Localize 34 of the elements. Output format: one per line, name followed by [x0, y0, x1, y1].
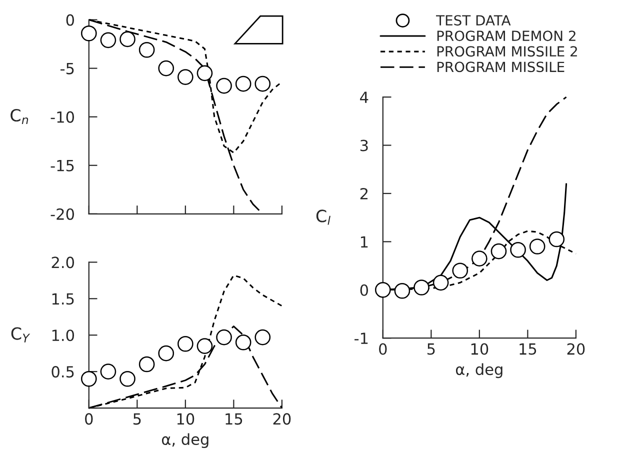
y-tick-label: 3 — [360, 140, 368, 152]
x-tick-label: 10 — [177, 413, 194, 425]
y-tick-label: 1.5 — [52, 293, 74, 305]
y-tick-label: 2 — [360, 188, 368, 200]
y-tick-label: -10 — [50, 111, 74, 123]
y-axis-title: C$_{n}$ — [10, 108, 28, 124]
x-tick-label: 5 — [133, 413, 141, 425]
x-tick-label: 20 — [273, 413, 291, 425]
x-tick-label: 10 — [471, 343, 488, 355]
y-axis-title: C$_{l}$ — [316, 210, 330, 225]
x-tick-label: 20 — [567, 343, 585, 355]
y-tick-label: 1 — [360, 236, 368, 248]
x-tick-label: 0 — [379, 343, 387, 355]
y-tick-label: 1.0 — [52, 330, 74, 342]
y-tick-label: 0 — [360, 284, 368, 296]
y-tick-label: -1 — [354, 332, 368, 344]
y-tick-label: 0 — [66, 14, 74, 26]
y-tick-label: 2.0 — [52, 256, 74, 268]
x-tick-label: 15 — [520, 343, 536, 355]
legend-label: PROGRAM MISSILE — [437, 62, 564, 72]
x-tick-label: 0 — [85, 413, 93, 425]
y-axis-title: C$_{Y}$ — [11, 327, 30, 342]
x-axis-title: α, deg — [162, 433, 208, 448]
legend-label: PROGRAM MISSILE 2 — [437, 46, 577, 57]
x-axis-title: α, deg — [456, 363, 502, 378]
y-tick-label: -20 — [50, 208, 74, 220]
y-tick-label: 0.5 — [52, 366, 74, 378]
y-tick-label: -5 — [60, 62, 74, 74]
legend-label: PROGRAM DEMON 2 — [437, 30, 576, 42]
y-tick-label: -15 — [50, 160, 74, 172]
x-tick-label: 5 — [427, 343, 435, 355]
x-tick-label: 15 — [226, 413, 242, 425]
y-tick-label: 4 — [360, 92, 368, 103]
legend-label: TEST DATA — [436, 15, 511, 26]
